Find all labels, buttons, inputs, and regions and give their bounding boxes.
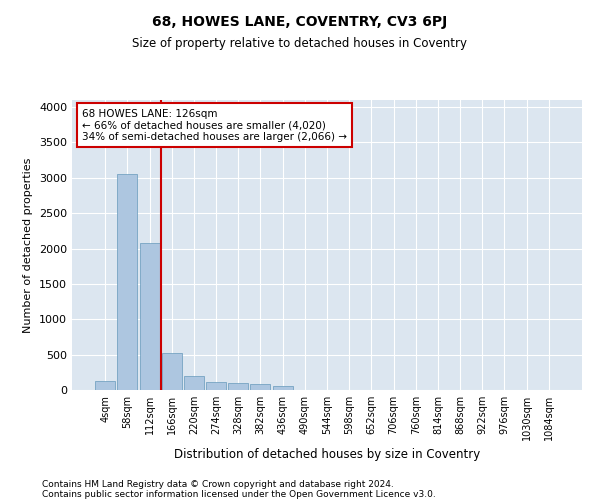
Bar xyxy=(140,243,160,390)
Text: Contains public sector information licensed under the Open Government Licence v3: Contains public sector information licen… xyxy=(42,490,436,499)
Text: 68 HOWES LANE: 126sqm
← 66% of detached houses are smaller (4,020)
34% of semi-d: 68 HOWES LANE: 126sqm ← 66% of detached … xyxy=(82,108,347,142)
Bar xyxy=(206,382,226,390)
Bar xyxy=(118,174,137,390)
Bar xyxy=(228,383,248,390)
Bar xyxy=(95,381,115,390)
Text: Contains HM Land Registry data © Crown copyright and database right 2024.: Contains HM Land Registry data © Crown c… xyxy=(42,480,394,489)
X-axis label: Distribution of detached houses by size in Coventry: Distribution of detached houses by size … xyxy=(174,448,480,462)
Text: Size of property relative to detached houses in Coventry: Size of property relative to detached ho… xyxy=(133,38,467,51)
Y-axis label: Number of detached properties: Number of detached properties xyxy=(23,158,34,332)
Text: 68, HOWES LANE, COVENTRY, CV3 6PJ: 68, HOWES LANE, COVENTRY, CV3 6PJ xyxy=(152,15,448,29)
Bar xyxy=(184,376,204,390)
Bar xyxy=(272,386,293,390)
Bar xyxy=(162,352,182,390)
Bar xyxy=(250,384,271,390)
